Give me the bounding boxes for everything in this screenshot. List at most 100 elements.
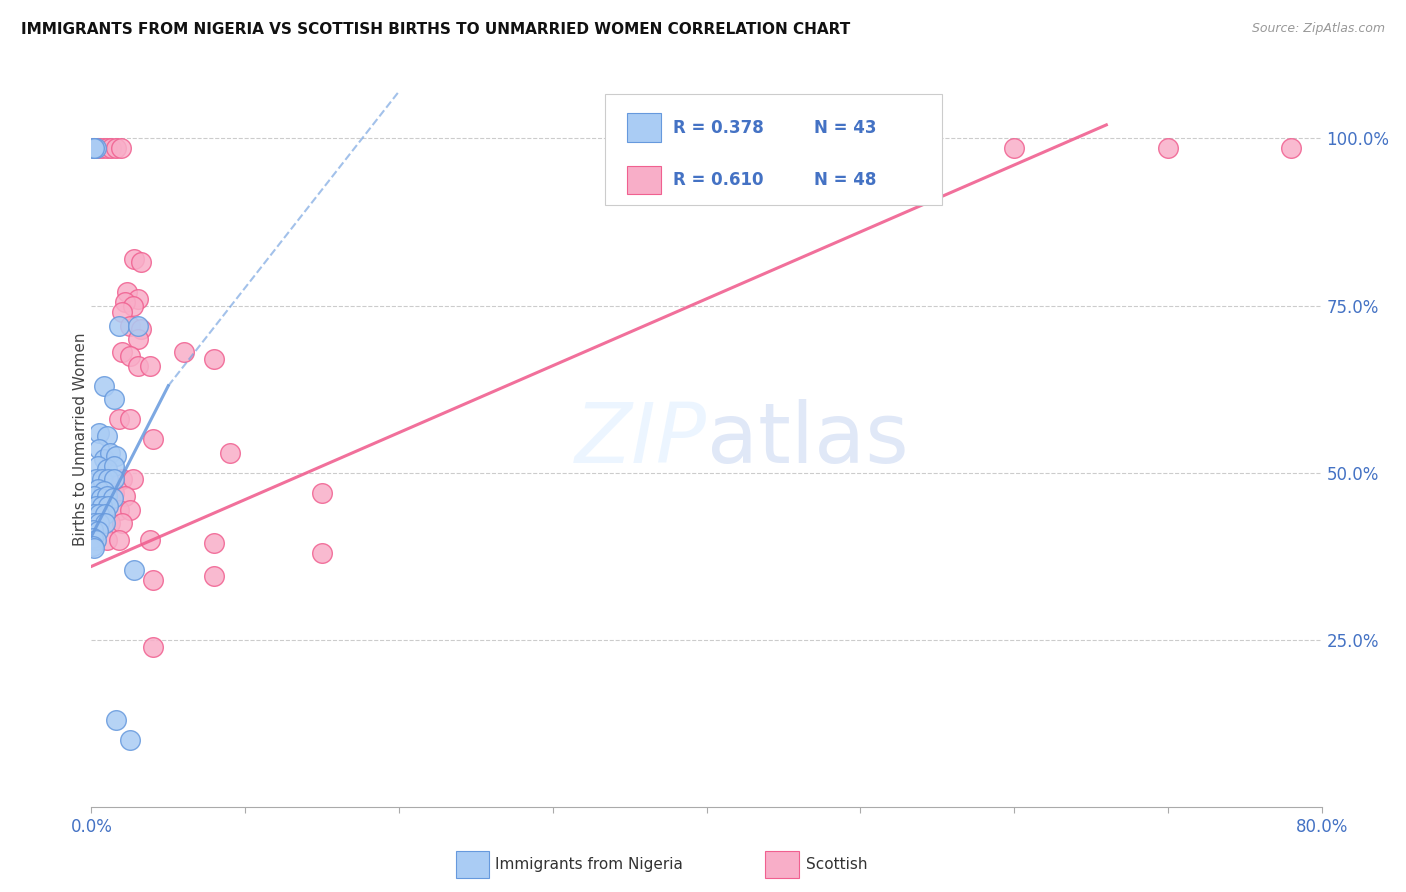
Point (103, 458, 125, 473)
Point (83, 141, 105, 155)
Point (127, 332, 149, 346)
Point (311, 546, 333, 560)
Text: ZIP: ZIP (575, 399, 706, 480)
Point (139, 359, 162, 373)
Point (82, 531, 104, 545)
Point (98, 516, 121, 530)
Point (91, 141, 114, 155)
Point (127, 318, 149, 333)
Point (1157, 141, 1180, 155)
Point (93, 483, 115, 498)
Point (96, 500, 118, 514)
Text: atlas: atlas (706, 399, 908, 480)
Point (83, 489, 105, 503)
Text: R = 0.378: R = 0.378 (673, 119, 765, 136)
Point (105, 141, 127, 155)
Point (108, 318, 131, 333)
Point (94, 516, 117, 530)
Point (142, 640, 165, 654)
Point (91, 500, 114, 514)
Point (103, 392, 125, 407)
Point (111, 473, 134, 487)
Point (83, 507, 105, 521)
Point (83, 516, 105, 530)
Point (173, 345, 195, 359)
Point (96, 429, 118, 443)
Point (129, 322, 152, 336)
Point (118, 318, 141, 333)
Point (1279, 141, 1302, 155)
Point (124, 252, 146, 266)
Point (1002, 141, 1025, 155)
Point (87, 507, 110, 521)
Point (127, 292, 149, 306)
Point (111, 345, 134, 359)
Point (108, 533, 131, 547)
Point (105, 449, 127, 463)
Point (86, 458, 108, 473)
Point (96, 462, 118, 476)
Point (118, 412, 141, 426)
Point (108, 412, 131, 426)
Y-axis label: Births to Unmarried Women: Births to Unmarried Women (73, 333, 87, 546)
Point (100, 141, 122, 155)
Point (87, 425, 110, 440)
Point (103, 473, 125, 487)
Point (96, 533, 118, 547)
Point (96, 141, 118, 155)
Point (84, 533, 107, 547)
Text: Source: ZipAtlas.com: Source: ZipAtlas.com (1251, 22, 1385, 36)
Point (93, 452, 115, 467)
Text: Immigrants from Nigeria: Immigrants from Nigeria (495, 857, 683, 871)
Point (82, 141, 104, 155)
Point (142, 432, 165, 446)
Point (97, 500, 120, 514)
Point (98, 446, 121, 460)
Point (122, 298, 145, 313)
Point (87, 516, 110, 530)
Point (84, 141, 107, 155)
Point (87, 442, 110, 457)
Point (111, 305, 134, 319)
Point (83, 141, 105, 155)
Point (82, 539, 104, 553)
Point (118, 502, 141, 516)
Text: N = 48: N = 48 (814, 171, 876, 189)
Point (91, 473, 114, 487)
Point (127, 359, 149, 373)
Text: IMMIGRANTS FROM NIGERIA VS SCOTTISH BIRTHS TO UNMARRIED WOMEN CORRELATION CHART: IMMIGRANTS FROM NIGERIA VS SCOTTISH BIRT… (21, 22, 851, 37)
Point (97, 473, 120, 487)
Point (84, 473, 107, 487)
Point (114, 489, 136, 503)
Point (122, 473, 145, 487)
Point (86, 483, 108, 497)
Point (108, 502, 131, 516)
Point (118, 349, 141, 363)
Point (142, 573, 165, 587)
Point (93, 378, 115, 392)
Point (86, 141, 108, 155)
Point (105, 714, 127, 728)
Point (114, 295, 136, 310)
Point (124, 563, 146, 577)
Point (101, 491, 124, 505)
Point (202, 536, 225, 550)
Point (90, 491, 112, 505)
Point (94, 507, 117, 521)
Text: N = 43: N = 43 (814, 119, 876, 136)
Point (84, 500, 107, 514)
Point (129, 255, 152, 269)
Point (202, 351, 225, 366)
Point (83, 541, 105, 555)
Point (86, 524, 108, 538)
Point (118, 733, 141, 747)
Point (311, 485, 333, 500)
Point (110, 141, 132, 155)
Point (218, 446, 240, 460)
Text: Scottish: Scottish (806, 857, 868, 871)
Point (202, 569, 225, 583)
Point (115, 285, 138, 300)
Point (139, 533, 162, 547)
Point (103, 485, 125, 500)
Text: R = 0.610: R = 0.610 (673, 171, 763, 189)
